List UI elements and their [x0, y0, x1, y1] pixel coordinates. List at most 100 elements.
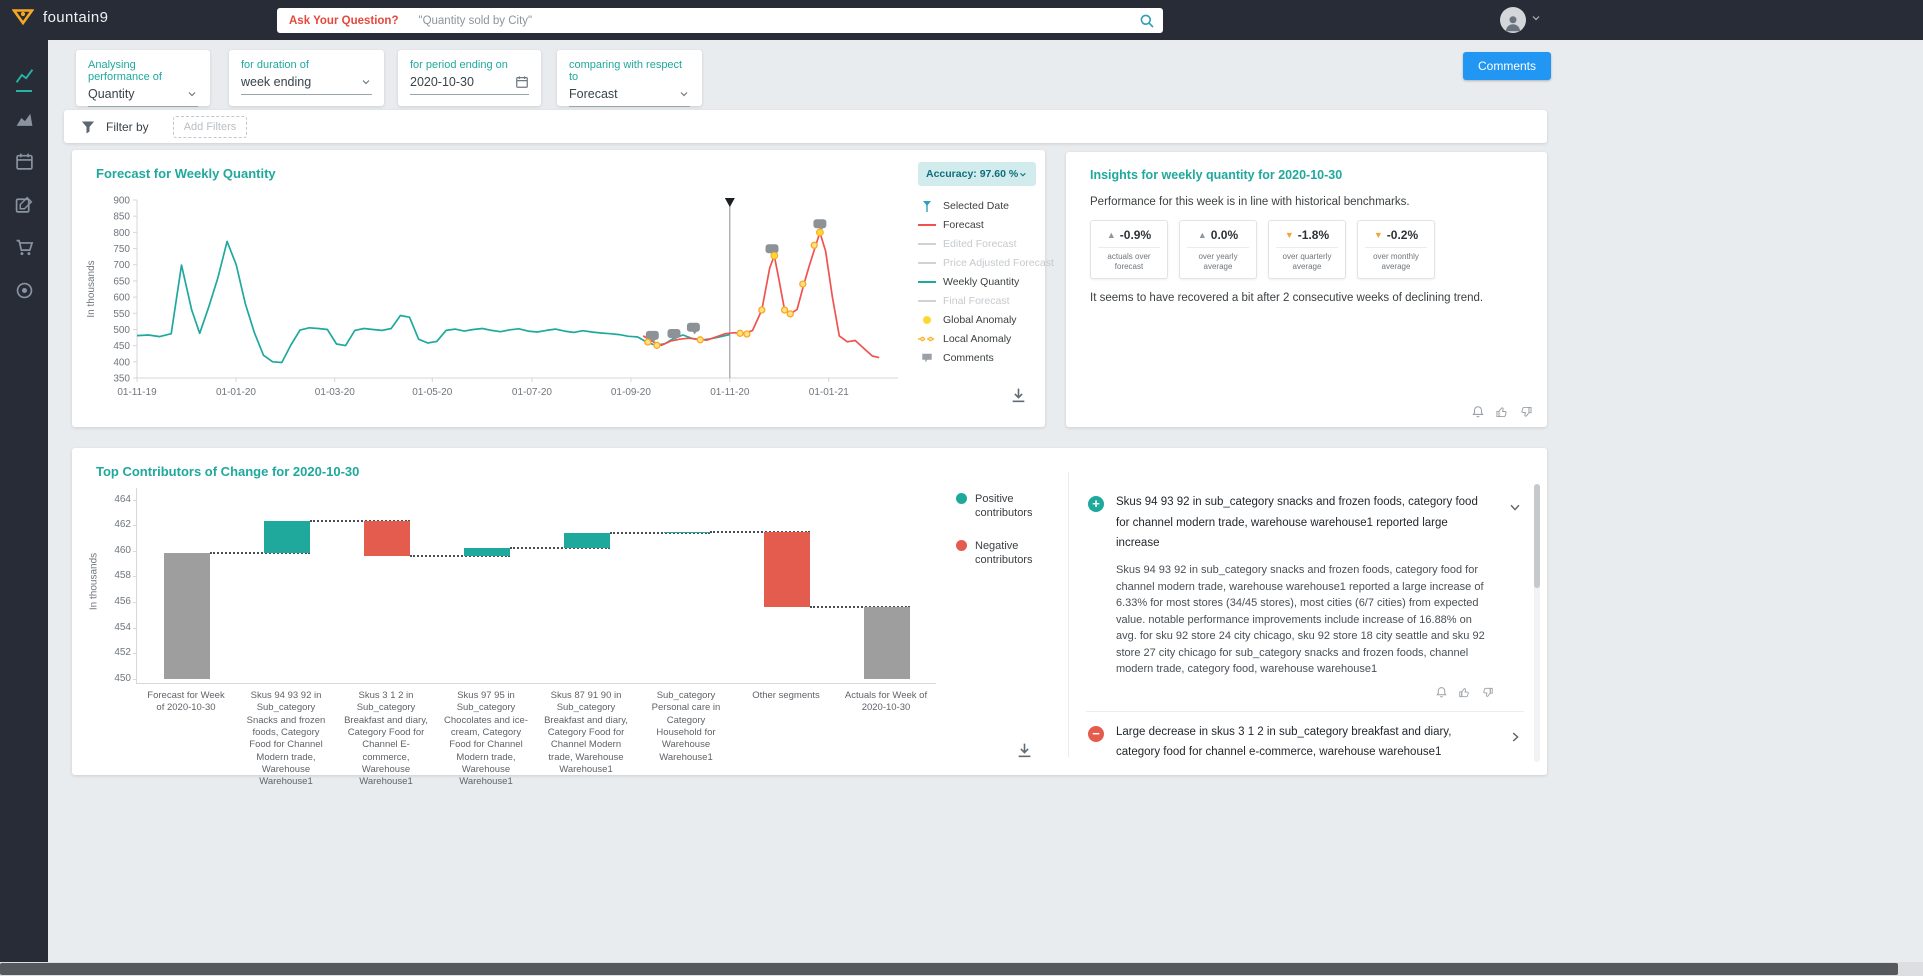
- chevron-right-icon: [1512, 732, 1519, 742]
- waterfall-category-label: Forecast for Week of 2020-10-30: [147, 690, 225, 714]
- legend-item-positive-contributors[interactable]: Positive contributors: [956, 492, 1060, 521]
- brand-name: fountain9: [43, 8, 109, 26]
- contributors-legend: Positive contributors Negative contribut…: [956, 492, 1060, 567]
- notify-bell-button[interactable]: [1435, 686, 1448, 699]
- insight-content: Skus 94 93 92 in sub_category snacks and…: [1116, 492, 1494, 699]
- thumbs-down-button[interactable]: [1481, 686, 1494, 699]
- legend-item-negative-contributors[interactable]: Negative contributors: [956, 539, 1060, 568]
- search-icon: [1140, 14, 1154, 28]
- legend-label: Edited Forecast: [943, 238, 1017, 250]
- minus-circle-icon: −: [1088, 725, 1104, 742]
- expand-chevron-button[interactable]: [1508, 730, 1522, 747]
- legend-label: Price Adjusted Forecast: [943, 257, 1054, 269]
- sidebar-item-analytics[interactable]: [0, 109, 48, 128]
- bell-icon: [1436, 686, 1447, 697]
- cart-icon: [16, 239, 33, 256]
- legend-item-selected-date[interactable]: Selected Date: [918, 199, 1036, 213]
- insight-content: Large decrease in skus 3 1 2 in sub_cate…: [1116, 722, 1494, 763]
- calendar-icon: [15, 153, 33, 170]
- filter-value: Forecast: [569, 87, 618, 101]
- brand-logo[interactable]: fountain9: [12, 7, 108, 27]
- stat-actuals-over-forecast: ▲ -0.9% actuals over forecast: [1090, 220, 1168, 279]
- avatar: [1500, 7, 1526, 33]
- filter-analysing-performance: Analysing performance of Quantity: [76, 50, 210, 107]
- waterfall-bar[interactable]: [164, 553, 210, 679]
- horizontal-scrollbar-track[interactable]: [0, 962, 1923, 976]
- legend-item-weekly-quantity[interactable]: Weekly Quantity: [918, 275, 1036, 289]
- notify-bell-button[interactable]: [1471, 405, 1485, 419]
- legend-item-price-adjusted-forecast[interactable]: Price Adjusted Forecast: [918, 256, 1054, 270]
- forecast-card: Forecast for Weekly Quantity 900 850 800 75…: [72, 150, 1054, 427]
- legend-item-final-forecast[interactable]: Final Forecast: [918, 294, 1036, 308]
- chevron-down-icon: [1530, 11, 1542, 29]
- sidebar-item-planning[interactable]: [0, 152, 48, 171]
- plus-circle-icon: +: [1088, 496, 1104, 512]
- search-button[interactable]: [1139, 13, 1155, 29]
- legend-item-forecast[interactable]: Forecast: [918, 218, 1036, 232]
- insights-note-text: It seems to have recovered a bit after 2…: [1090, 292, 1484, 304]
- expand-chevron-button[interactable]: [1508, 500, 1522, 517]
- top-header: fountain9 Ask Your Question?: [0, 0, 1923, 40]
- thumbs-up-button[interactable]: [1458, 686, 1471, 699]
- horizontal-scrollbar-thumb[interactable]: [0, 963, 1898, 975]
- waterfall-category-label: Skus 97 95 in Sub_category Chocolates an…: [444, 690, 528, 788]
- waterfall-bar[interactable]: [764, 531, 810, 608]
- insights-scrollbar-track[interactable]: [1534, 484, 1540, 762]
- thumbs-down-button[interactable]: [1519, 405, 1533, 419]
- chevron-down-icon: [362, 80, 370, 85]
- forecast-line-chart[interactable]: 900 850 800 750 700 650 600 550 500 450 400 350 01-1…: [82, 190, 912, 406]
- waterfall-bar[interactable]: [864, 607, 910, 679]
- filter-by-label: Filter by: [106, 119, 149, 134]
- period-date-picker[interactable]: 2020-10-30: [410, 75, 529, 95]
- waterfall-bar[interactable]: [264, 521, 310, 554]
- insights-actions: [1471, 405, 1533, 419]
- contributor-insight-item[interactable]: + Skus 94 93 92 in sub_category snacks a…: [1086, 482, 1524, 712]
- download-chart-button[interactable]: [1016, 742, 1033, 762]
- svg-text:700: 700: [113, 260, 130, 271]
- legend-item-local-anomaly[interactable]: Local Anomaly: [918, 332, 1036, 346]
- legend-label: Final Forecast: [943, 295, 1010, 307]
- filter-by-bar: Filter by Add Filters: [64, 110, 1547, 143]
- contributor-insight-item[interactable]: − Large decrease in skus 3 1 2 in sub_ca…: [1086, 712, 1524, 768]
- waterfall-bar[interactable]: [464, 548, 510, 556]
- filter-value: 2020-10-30: [410, 75, 474, 89]
- sidebar-item-performance[interactable]: [0, 66, 48, 85]
- performance-select[interactable]: Quantity: [88, 87, 198, 107]
- svg-text:850: 850: [113, 212, 130, 223]
- trend-arrow-icon: ▼: [1284, 230, 1294, 240]
- waterfall-bar[interactable]: [664, 531, 710, 534]
- sidebar-item-targets[interactable]: [0, 281, 48, 300]
- sidebar-item-edit-plans[interactable]: [0, 195, 48, 214]
- waterfall-bar[interactable]: [364, 521, 410, 556]
- sidebar-item-orders[interactable]: [0, 238, 48, 257]
- svg-text:600: 600: [113, 293, 130, 304]
- ask-your-question-label: Ask Your Question?: [289, 14, 399, 27]
- duration-select[interactable]: week ending: [241, 75, 372, 95]
- filter-label: Analysing performance of: [88, 59, 162, 83]
- comments-button[interactable]: Comments: [1463, 52, 1552, 80]
- legend-item-edited-forecast[interactable]: Edited Forecast: [918, 237, 1036, 251]
- question-search-input[interactable]: [418, 14, 1139, 27]
- forecast-legend: Selected Date Forecast Edited Forecast P…: [918, 199, 1054, 365]
- trend-arrow-icon: ▲: [1197, 230, 1207, 240]
- legend-item-global-anomaly[interactable]: Global Anomaly: [918, 313, 1036, 327]
- accuracy-dropdown[interactable]: Accuracy: 97.60 %: [918, 162, 1036, 186]
- thumbs-up-button[interactable]: [1495, 405, 1509, 419]
- target-icon: [16, 282, 32, 299]
- insights-scrollbar-thumb[interactable]: [1534, 484, 1540, 588]
- compare-select[interactable]: Forecast: [569, 87, 690, 107]
- thumbs-up-icon: [1459, 687, 1469, 697]
- filter-duration: for duration of week ending: [229, 50, 384, 106]
- waterfall-y-axis-label: In thousands: [88, 552, 100, 611]
- download-icon: [1012, 388, 1025, 403]
- waterfall-category-label: Actuals for Week of 2020-10-30: [844, 690, 928, 714]
- download-chart-button[interactable]: [1010, 387, 1027, 407]
- legend-item-comments[interactable]: Comments: [918, 351, 1036, 365]
- forecast-chart-controls: Accuracy: 97.60 % Selected Date Forecast…: [918, 162, 1054, 365]
- insight-title: Large decrease in skus 3 1 2 in sub_cate…: [1116, 725, 1452, 759]
- legend-label: Selected Date: [943, 200, 1009, 212]
- waterfall-chart[interactable]: 464 462 460 458 456 454 452 450: [114, 488, 936, 684]
- waterfall-bar[interactable]: [564, 532, 610, 549]
- account-menu[interactable]: [1500, 7, 1542, 33]
- add-filters-button[interactable]: Add Filters: [172, 115, 248, 138]
